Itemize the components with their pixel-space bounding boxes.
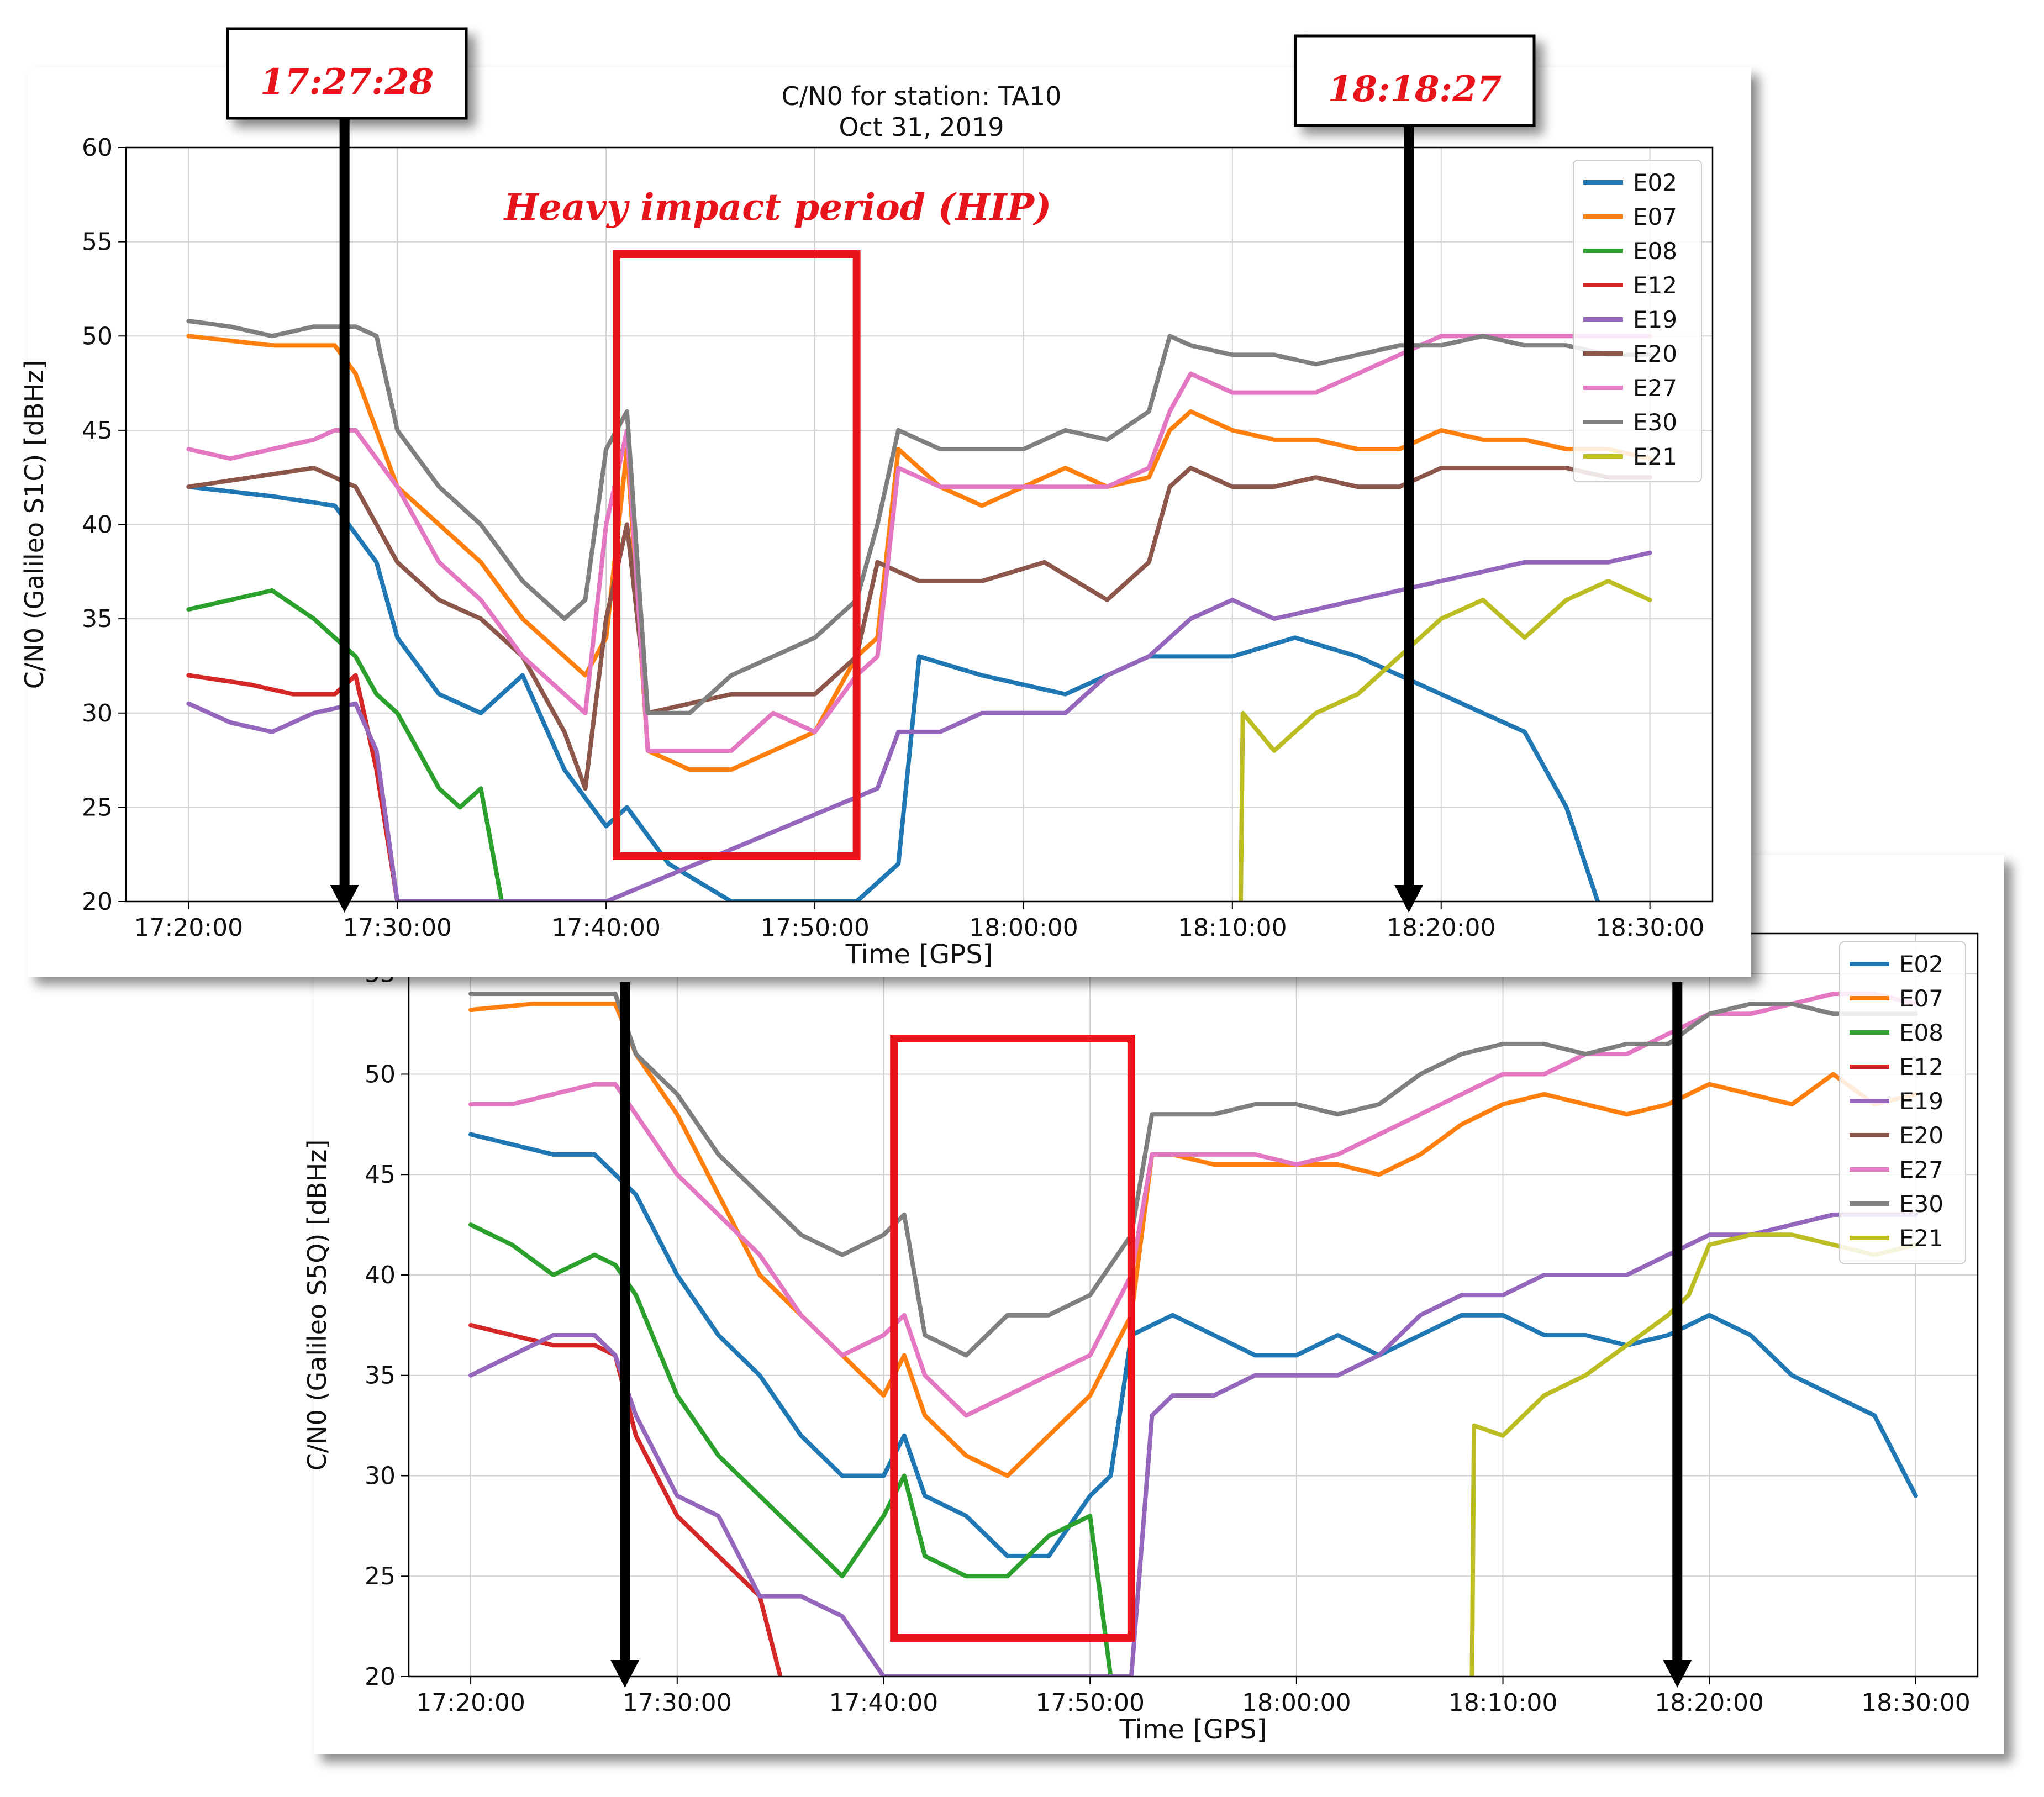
legend-label-e30: E30: [1633, 409, 1677, 436]
end-time-label: 18:18:27: [1328, 68, 1502, 110]
series-line-e08: [468, 1222, 1113, 1677]
y-tick-label: 40: [365, 1261, 396, 1289]
y-tick-label: 45: [82, 417, 113, 445]
y-tick-label: 45: [365, 1161, 396, 1189]
legend-label-e12: E12: [1633, 272, 1677, 299]
legend-label-e21: E21: [1633, 443, 1677, 470]
y-tick-label: 50: [365, 1060, 396, 1088]
y-tick-label: 35: [82, 605, 113, 633]
legend-label-e19: E19: [1899, 1088, 1943, 1115]
series-line-e02: [186, 484, 1600, 902]
series-line-e27: [468, 992, 1918, 1418]
legend-label-e08: E08: [1633, 238, 1677, 265]
x-tick-label: 17:50:00: [1035, 1689, 1145, 1717]
y-tick-label: 20: [82, 888, 113, 916]
x-tick-label: 17:50:00: [760, 914, 870, 942]
series-group: [186, 319, 1652, 902]
legend-label-e07: E07: [1633, 203, 1677, 230]
x-tick-label: 17:40:00: [829, 1689, 939, 1717]
legend-box: [1573, 160, 1702, 482]
series-line-e19: [186, 550, 1652, 902]
legend-label-e20: E20: [1899, 1122, 1943, 1149]
y-tick-label: 40: [82, 511, 113, 539]
legend-label-e27: E27: [1633, 375, 1677, 402]
plot-s1c: 17:20:00 17:30:00 17:40:00 17:50:00 18:00:00…: [19, 134, 1714, 970]
start-time-label: 17:27:28: [260, 61, 434, 103]
y-axis-label: C/N0 (Galileo S5Q) [dBHz]: [302, 1140, 332, 1471]
series-line-e19: [468, 1212, 1918, 1677]
callout-box: [1294, 34, 1536, 127]
legend-label-e27: E27: [1899, 1156, 1943, 1183]
series-line-e30: [186, 319, 1652, 715]
legend-label-e08: E08: [1899, 1019, 1943, 1046]
legend-label-e30: E30: [1899, 1190, 1943, 1218]
series-line-e08: [186, 588, 504, 902]
chart-title: C/N0 for station: TA10: [782, 81, 1062, 111]
y-tick-label: 55: [82, 228, 113, 256]
y-tick-label: 50: [82, 322, 113, 350]
marker-arrow-head: [1663, 1660, 1692, 1688]
x-tick-label: 18:30:00: [1861, 1689, 1971, 1717]
chart-subtitle: Oct 31, 2019: [839, 112, 1004, 142]
hip-box: [890, 1035, 1135, 1642]
y-axis-label: C/N0 (Galileo S1C) [dBHz]: [19, 360, 49, 689]
series-line-e21: [1239, 578, 1652, 902]
x-tick-label: 17:30:00: [343, 914, 452, 942]
y-tick-label: 25: [365, 1562, 396, 1590]
legend-label-e21: E21: [1899, 1225, 1943, 1252]
start-time-callout: 17:27:28: [226, 27, 468, 120]
x-tick-label: 18:10:00: [1448, 1689, 1558, 1717]
series-line-e27: [186, 334, 1652, 753]
series-line-e30: [468, 992, 1918, 1358]
legend-label-e20: E20: [1633, 340, 1677, 367]
legend-label-e07: E07: [1899, 985, 1943, 1012]
x-tick-label: 18:00:00: [969, 914, 1078, 942]
chart-panel-s1c: C/N0 for station: TA10 Oct 31, 2019 17:2…: [19, 27, 1751, 977]
marker-arrow-head: [330, 885, 359, 913]
marker-arrow-head: [610, 1660, 640, 1688]
panel-background: [314, 855, 2004, 1754]
y-tick-label: 30: [365, 1462, 396, 1490]
marker-arrow-head: [1394, 885, 1424, 913]
series-line-e12: [186, 673, 400, 902]
callout-box: [226, 27, 468, 120]
x-tick-label: 17:30:00: [623, 1689, 732, 1717]
annotations-s1c: [330, 119, 1424, 913]
x-axis-label: Time [GPS]: [1119, 1714, 1267, 1745]
annotations-s5q: [610, 982, 1692, 1688]
x-axis-label: Time [GPS]: [845, 939, 993, 970]
series-line-e07: [186, 334, 1652, 772]
legend-label-e02: E02: [1899, 951, 1943, 978]
legend-label-e19: E19: [1633, 306, 1677, 333]
y-tick-label: 35: [365, 1362, 396, 1390]
end-time-callout: 18:18:27: [1294, 34, 1536, 127]
x-tick-label: 18:00:00: [1242, 1689, 1351, 1717]
hip-box: [613, 250, 861, 860]
x-tick-label: 17:20:00: [134, 914, 244, 942]
y-tick-label: 25: [82, 793, 113, 821]
y-tick-label: 30: [82, 699, 113, 728]
chart-panel-s5q: 17:20:00 17:30:00 17:40:00 17:50:00 18:00:00…: [302, 855, 2004, 1754]
x-tick-label: 18:30:00: [1595, 914, 1705, 942]
plot-frame: [125, 146, 1714, 903]
x-tick-label: 17:40:00: [551, 914, 661, 942]
legend-label-e12: E12: [1899, 1053, 1943, 1081]
x-tick-label: 18:10:00: [1178, 914, 1287, 942]
x-tick-label: 18:20:00: [1387, 914, 1496, 942]
y-tick-label: 60: [82, 134, 113, 162]
legend-box: [1839, 941, 1966, 1264]
x-tick-label: 18:20:00: [1655, 1689, 1764, 1717]
hip-label: Heavy impact period (HIP): [503, 186, 1052, 229]
x-tick-label: 17:20:00: [416, 1689, 525, 1717]
legend-label-e02: E02: [1633, 169, 1677, 196]
y-tick-label: 20: [365, 1663, 396, 1691]
